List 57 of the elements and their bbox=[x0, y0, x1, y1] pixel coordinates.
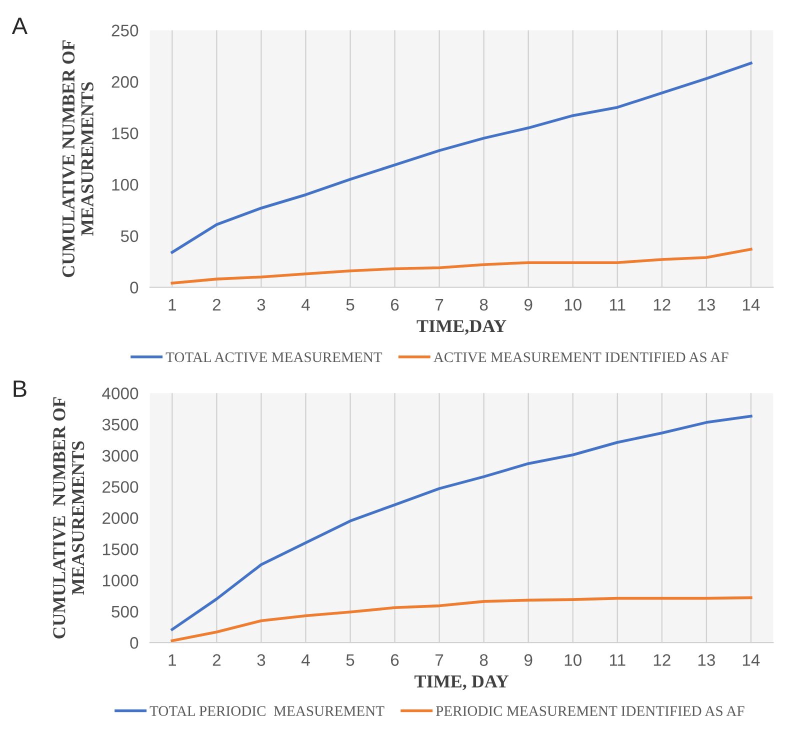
y-tick-label: 0 bbox=[130, 637, 138, 649]
chart-title: A bbox=[12, 18, 28, 34]
x-tick-label: 7 bbox=[436, 299, 444, 310]
x-tick-label: 2 bbox=[212, 654, 220, 666]
legend-label: ACTIVE MEASUREMENT IDENTIFIED AS AF bbox=[433, 352, 728, 362]
x-tick-label: 13 bbox=[698, 298, 715, 311]
x-tick-label: 1 bbox=[168, 654, 176, 666]
y-tick-label: 3500 bbox=[102, 418, 138, 431]
x-tick-label: 3 bbox=[257, 298, 266, 311]
x-axis-title: TIME, DAY bbox=[414, 675, 509, 690]
x-tick-label: 2 bbox=[212, 298, 220, 310]
x-tick-label: 14 bbox=[742, 299, 760, 310]
x-tick-label: 8 bbox=[480, 298, 488, 311]
legend-label: TOTAL PERIODIC MEASUREMENT bbox=[150, 706, 384, 716]
x-tick-label: 6 bbox=[390, 298, 399, 311]
x-tick-label: 10 bbox=[564, 654, 582, 666]
x-tick-label: 10 bbox=[564, 298, 582, 311]
legend-label: TOTAL ACTIVE MEASUREMENT bbox=[166, 352, 382, 362]
x-tick-label: 9 bbox=[524, 654, 532, 666]
y-axis-title: CUMULATIVE NUMBER OF MEASUREMENTS bbox=[53, 397, 84, 638]
x-tick-label: 12 bbox=[654, 654, 670, 666]
x-tick-label: 8 bbox=[480, 654, 488, 666]
y-tick-label: 3000 bbox=[102, 450, 138, 462]
y-axis-title: CUMULATIVE NUMBER OF MEASUREMENTS bbox=[62, 40, 94, 278]
line-series bbox=[170, 248, 752, 285]
x-tick-label: 14 bbox=[742, 654, 760, 666]
y-tick-label: 1500 bbox=[102, 543, 138, 556]
x-tick-label: 1 bbox=[168, 299, 176, 310]
y-tick-label: 50 bbox=[120, 230, 138, 242]
x-tick-label: 13 bbox=[698, 654, 715, 666]
x-tick-label: 4 bbox=[301, 654, 310, 666]
chart-title: B bbox=[14, 380, 26, 397]
y-tick-label: 2000 bbox=[102, 512, 138, 524]
legend-label: PERIODIC MEASUREMENT IDENTIFIED AS AF bbox=[436, 706, 744, 716]
y-tick-label: 100 bbox=[112, 178, 138, 191]
x-tick-label: 7 bbox=[436, 654, 444, 666]
y-tick-label: 0 bbox=[130, 282, 138, 294]
x-tick-label: 6 bbox=[390, 654, 399, 666]
x-tick-label: 12 bbox=[654, 298, 670, 310]
y-tick-label: 150 bbox=[112, 127, 138, 140]
line-series bbox=[170, 414, 752, 631]
y-tick-label: 500 bbox=[112, 606, 138, 618]
x-tick-label: 9 bbox=[524, 298, 532, 311]
x-axis-title: TIME,DAY bbox=[416, 320, 506, 335]
x-tick-label: 5 bbox=[346, 654, 354, 666]
y-tick-label: 2500 bbox=[102, 481, 138, 493]
line-series bbox=[170, 596, 752, 642]
x-tick-label: 5 bbox=[346, 299, 354, 311]
x-tick-label: 11 bbox=[610, 299, 626, 310]
y-tick-label: 200 bbox=[112, 76, 138, 88]
x-tick-label: 3 bbox=[257, 654, 266, 666]
line-series bbox=[170, 62, 752, 254]
y-tick-label: 4000 bbox=[102, 388, 138, 400]
x-tick-label: 4 bbox=[301, 299, 310, 310]
y-tick-label: 1000 bbox=[102, 574, 138, 586]
y-tick-label: 250 bbox=[112, 24, 138, 36]
x-tick-label: 11 bbox=[610, 654, 626, 666]
